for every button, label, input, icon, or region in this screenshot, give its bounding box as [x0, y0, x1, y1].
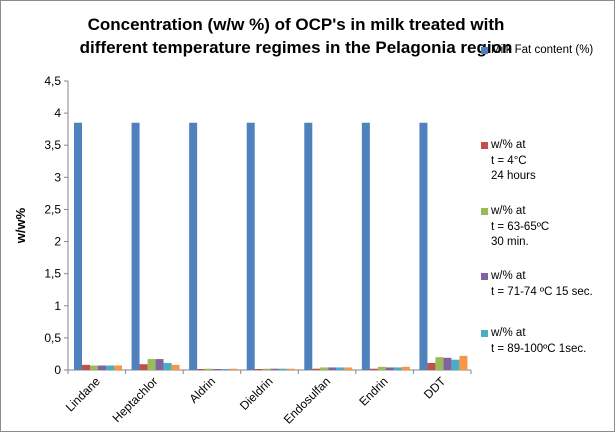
- bar: [82, 364, 90, 370]
- legend-label: w/% at t = 71-74 ºC 15 sec.: [491, 270, 593, 298]
- bar: [393, 367, 402, 370]
- y-tick-label: 3,5: [44, 138, 61, 152]
- y-tick-label: 1,5: [44, 267, 61, 281]
- bar: [254, 369, 263, 370]
- legend-swatch: [481, 142, 488, 149]
- bar: [361, 122, 370, 370]
- legend-label: w/% at t = 63-65ºC 30 min.: [491, 205, 550, 248]
- bar: [419, 122, 428, 370]
- x-tick-label: Aldrin: [186, 374, 218, 406]
- bar: [377, 366, 386, 370]
- chart-title: Concentration (w/w %) of OCP's in milk t…: [79, 15, 513, 57]
- bar: [205, 368, 214, 370]
- x-tick-label: Endrin: [356, 374, 390, 408]
- bar: [262, 368, 271, 370]
- bar: [163, 362, 172, 370]
- bar: [98, 365, 106, 370]
- bar: [74, 122, 82, 370]
- bar: [197, 369, 206, 370]
- y-tick-label: 1: [54, 299, 61, 313]
- legend-swatch: [481, 273, 488, 280]
- bar: [312, 368, 321, 370]
- bar: [443, 357, 452, 370]
- legend: Milk Fat content (%) w/% at t = 4°C 24 ho…: [481, 1, 615, 431]
- bar: [459, 355, 468, 370]
- legend-swatch: [481, 208, 488, 215]
- bar: [328, 367, 337, 370]
- bar: [229, 368, 238, 370]
- y-tick-label: 2,5: [44, 202, 61, 216]
- bar: [155, 359, 164, 370]
- bar: [427, 362, 436, 370]
- bar: [278, 368, 287, 370]
- bar: [304, 122, 313, 370]
- bar: [320, 367, 329, 370]
- legend-label: Milk Fat content (%): [491, 44, 594, 56]
- legend-swatch: [481, 330, 488, 337]
- y-tick-label: 2: [54, 235, 61, 249]
- bar: [221, 369, 230, 370]
- y-tick-label: 4,5: [44, 74, 61, 88]
- bar: [139, 364, 148, 370]
- bar: [90, 365, 98, 370]
- bar: [246, 122, 255, 370]
- x-tick-label: Lindane: [63, 374, 103, 414]
- bar: [451, 359, 460, 370]
- bar: [270, 368, 279, 370]
- y-tick-label: 3: [54, 170, 61, 184]
- y-tick-label: 4: [54, 106, 61, 120]
- bar: [369, 368, 378, 370]
- x-tick-label: DDT: [421, 374, 449, 402]
- bar: [147, 359, 156, 370]
- bar: [171, 364, 180, 370]
- bar: [344, 367, 353, 370]
- bar: [401, 366, 410, 370]
- legend-label: w/% at t = 89-100ºC 1sec.: [491, 327, 587, 355]
- x-tick-label: Heptachlor: [110, 374, 161, 425]
- y-tick-label: 0: [54, 363, 61, 377]
- x-tick-label: Endosulfan: [281, 374, 333, 426]
- y-axis-label: w/w%: [13, 207, 28, 244]
- legend-label: w/% at t = 4°C 24 hours: [491, 139, 536, 182]
- x-tick-label: Dieldrin: [237, 374, 276, 413]
- bar: [114, 365, 122, 370]
- bar: [213, 369, 222, 370]
- bar-chart: 0 0,5 1 1,5 2 2,5 3 3,5 4 4,5 w/w% Lindane Heptachlo…: [13, 74, 472, 427]
- bar: [385, 367, 394, 370]
- legend-swatch: [481, 47, 488, 54]
- bar: [435, 357, 444, 370]
- bar: [336, 367, 345, 370]
- y-tick-label: 0,5: [44, 331, 61, 345]
- bar: [106, 365, 114, 370]
- bar: [189, 122, 198, 370]
- bar: [131, 122, 140, 370]
- bar: [286, 368, 295, 370]
